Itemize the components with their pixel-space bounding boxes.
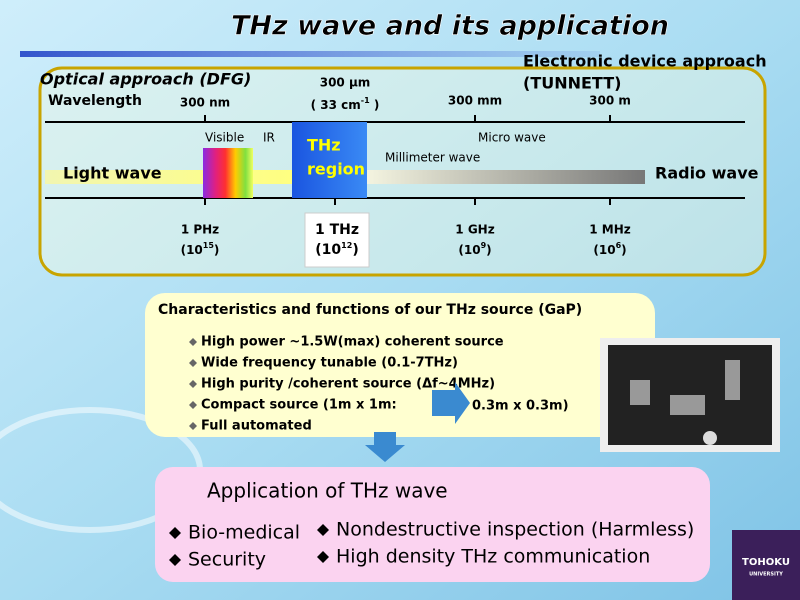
- title: THz wave and its application: [231, 11, 669, 42]
- thz-label: region: [307, 160, 365, 179]
- frequency-power: (1012): [315, 241, 358, 259]
- photo-detail: [630, 360, 740, 445]
- wavelength: 300 µm: [320, 76, 371, 90]
- arrow-down: [365, 432, 405, 462]
- bullet: [189, 380, 197, 388]
- wavelength: 300 mm: [448, 94, 502, 108]
- frequency-label: 1 PHz: [181, 223, 219, 237]
- light-wave-label: Light wave: [63, 164, 162, 183]
- characteristic-item: High purity /coherent source (Δf~4MHz): [201, 377, 495, 392]
- frequency-power: (1015): [181, 241, 220, 257]
- frequency-label: 1 MHz: [589, 223, 631, 237]
- application-item: High density THz communication: [336, 546, 650, 568]
- power-prefix: (10: [315, 242, 341, 258]
- thz-band: [292, 122, 367, 198]
- frequency-power: (106): [593, 241, 626, 257]
- power-exp: 12: [341, 241, 352, 250]
- application-item: Nondestructive inspection (Harmless): [336, 519, 694, 541]
- power-exp: 15: [203, 241, 215, 250]
- frequency-label: 1 GHz: [455, 223, 494, 237]
- wavenumber-prefix: ( 33 cm: [311, 98, 361, 112]
- thz-label: THz: [307, 136, 341, 155]
- arrow-right: [432, 382, 470, 424]
- bullet: [189, 422, 197, 430]
- characteristic-item: Wide frequency tunable (0.1-7THz): [201, 356, 458, 371]
- power-exp: 9: [481, 241, 487, 250]
- electronic-approach: (TUNNETT): [523, 74, 621, 93]
- application-item: Bio-medical: [188, 522, 300, 544]
- power-suffix: ): [486, 243, 491, 257]
- millimeter-wave-label: Millimeter wave: [385, 151, 480, 165]
- logo-text: TOHOKU: [742, 557, 790, 568]
- wavenumber-exp: -1: [361, 96, 370, 105]
- bullet: [169, 527, 181, 539]
- visible-band: [203, 148, 253, 198]
- wavelength-label: Wavelength: [48, 93, 142, 109]
- bullet: [317, 551, 329, 563]
- characteristic-item: Compact source (1m x 1m:: [201, 398, 397, 413]
- characteristic-item: High power ~1.5W(max) coherent source: [201, 335, 504, 350]
- bullet: [189, 359, 197, 367]
- wavenumber-suffix: ): [370, 98, 380, 112]
- application-panel: [155, 467, 710, 582]
- wavelength: 300 m: [589, 94, 631, 108]
- compact-target: 0.3m x 0.3m): [472, 399, 569, 414]
- bullet: [169, 554, 181, 566]
- power-suffix: ): [214, 243, 219, 257]
- power-prefix: (10: [181, 243, 203, 257]
- ir-label: IR: [263, 131, 275, 145]
- characteristic-item: Full automated: [201, 419, 312, 434]
- wavelength: 300 nm: [180, 96, 230, 110]
- bullet: [189, 401, 197, 409]
- frequency-label: 1 THz: [315, 222, 359, 238]
- frequency-power: (109): [458, 241, 491, 257]
- power-prefix: (10: [593, 243, 615, 257]
- power-exp: 6: [616, 241, 622, 250]
- visible-label: Visible: [205, 131, 244, 145]
- bullet: [317, 524, 329, 536]
- logo-text: UNIVERSITY: [749, 572, 783, 578]
- power-suffix: ): [621, 243, 626, 257]
- characteristics-panel: [145, 293, 655, 437]
- radio-wave-bar: [367, 170, 645, 184]
- bullet: [189, 338, 197, 346]
- application-heading: Application of THz wave: [207, 479, 448, 503]
- power-prefix: (10: [458, 243, 480, 257]
- characteristics-heading: Characteristics and functions of our THz…: [158, 302, 582, 318]
- title-rule: [20, 51, 600, 57]
- micro-wave-label: Micro wave: [478, 131, 546, 145]
- application-item: Security: [188, 549, 266, 571]
- radio-wave-label: Radio wave: [655, 164, 759, 183]
- electronic-approach: Electronic device approach: [523, 52, 767, 71]
- wavenumber: ( 33 cm-1 ): [311, 96, 380, 112]
- power-suffix: ): [352, 242, 358, 258]
- logo: [732, 530, 800, 600]
- thz-highlight: [304, 212, 370, 268]
- ticks: [204, 115, 611, 205]
- optical-approach: Optical approach (DFG): [40, 70, 251, 89]
